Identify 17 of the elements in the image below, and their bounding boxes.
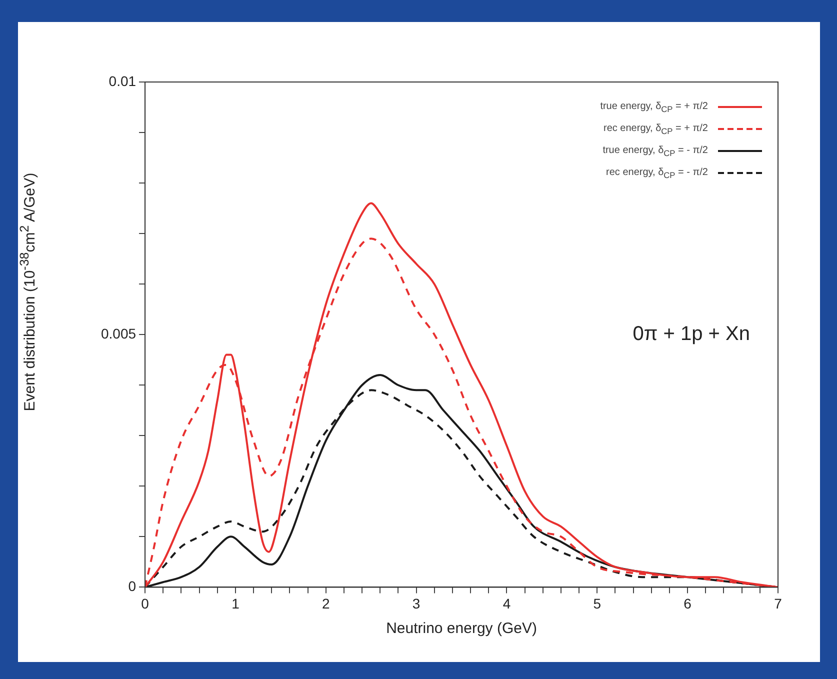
legend-label: rec energy, δ$_{CP}$ = + π/2 (604, 122, 708, 136)
y-tick-label: 0.005 (100, 325, 136, 342)
legend-label: true energy, δ$_{CP}$ = + π/2 (600, 100, 708, 114)
x-tick-label: 6 (684, 595, 692, 612)
x-tick-label: 1 (232, 595, 240, 612)
legend-label: rec energy, δ$_{CP}$ = - π/2 (606, 166, 708, 180)
legend-label: true energy, δ$_{CP}$ = - π/2 (602, 144, 708, 158)
y-tick-label: 0.01 (108, 72, 136, 89)
x-tick-label: 0 (141, 595, 150, 612)
x-axis-title: Neutrino energy (GeV) (386, 620, 537, 638)
y-tick-label: 0 (128, 578, 136, 594)
x-tick-label: 7 (774, 595, 782, 612)
x-tick-label: 3 (412, 595, 420, 612)
x-tick-label: 2 (322, 595, 330, 612)
annotation: 0π + 1p + Xn (632, 323, 750, 346)
x-tick-label: 5 (593, 595, 602, 612)
x-tick-label: 4 (502, 595, 511, 612)
